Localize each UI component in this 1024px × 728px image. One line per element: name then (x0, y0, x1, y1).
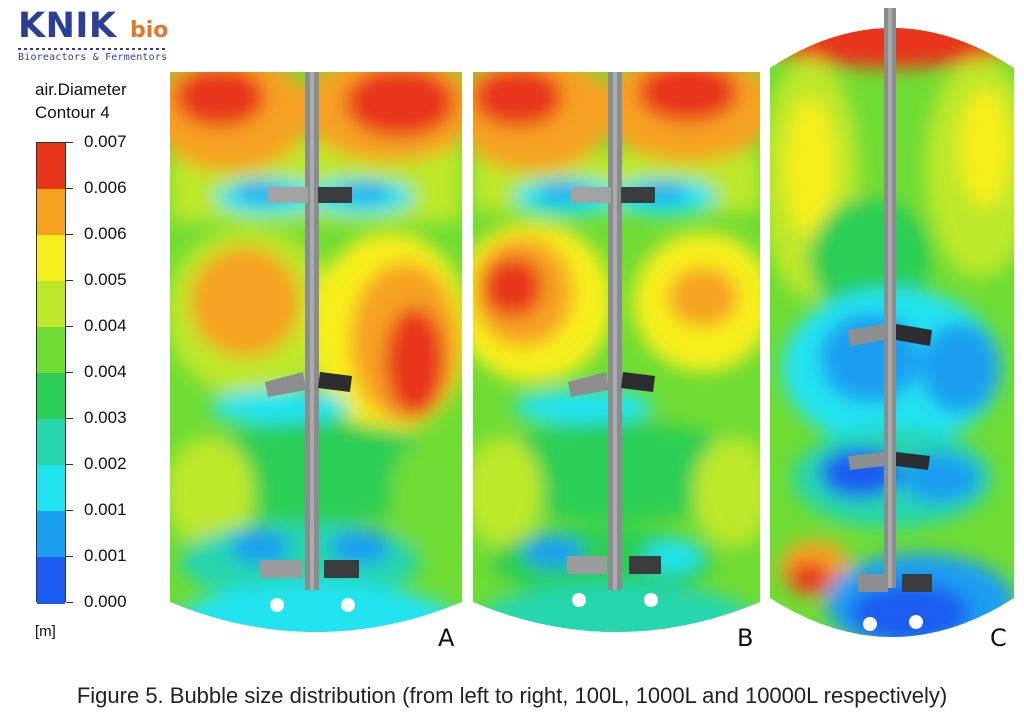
legend-tick-mark (66, 234, 73, 235)
legend-tick-label: 0.007 (84, 132, 127, 151)
legend-tick-label: 0.003 (84, 408, 127, 427)
logo-tagline: Bioreactors & Fermentors (18, 52, 168, 63)
contour-panel-c: C (770, 8, 1014, 658)
legend-tick-mark (66, 602, 73, 603)
legend-band (37, 143, 65, 190)
legend-tick-label: 0.006 (84, 178, 127, 197)
legend-tick-label: 0.005 (84, 270, 127, 289)
legend-band (37, 557, 65, 604)
legend-tick-mark (66, 326, 73, 327)
legend-band (37, 235, 65, 282)
legend-tick-label: 0.000 (84, 592, 127, 611)
contour-plot-c (770, 8, 1014, 637)
legend-tick-label: 0.002 (84, 454, 127, 473)
legend-color-bar (36, 142, 66, 604)
contour-plot-a (170, 72, 462, 632)
panel-label-c: C (990, 624, 1007, 652)
legend-title-line1: air.Diameter (35, 80, 127, 99)
legend-band (37, 419, 65, 466)
legend-tick-mark (66, 418, 73, 419)
legend-tick-label: 0.004 (84, 316, 127, 335)
legend-tick-label: 0.001 (84, 546, 127, 565)
logo-brand: KNIK (18, 6, 117, 46)
legend-tick-mark (66, 188, 73, 189)
legend-tick-mark (66, 280, 73, 281)
legend-tick-mark (66, 556, 73, 557)
legend-tick-mark (66, 142, 73, 143)
contour-panel-a: A (170, 72, 462, 652)
logo-suffix: bio (130, 18, 169, 43)
legend-unit: [m] (35, 623, 56, 640)
logo-dotted-rule (18, 48, 168, 50)
contour-plot-b (473, 72, 760, 632)
legend-band (37, 327, 65, 374)
legend-tick-mark (66, 510, 73, 511)
legend-tick-mark (66, 464, 73, 465)
panel-label-a: A (438, 624, 455, 652)
panel-label-b: B (737, 624, 754, 652)
figure-caption: Figure 5. Bubble size distribution (from… (76, 683, 948, 708)
legend-band (37, 373, 65, 420)
legend-title: air.Diameter Contour 4 (35, 78, 127, 124)
legend-tick-label: 0.004 (84, 362, 127, 381)
legend-band (37, 281, 65, 328)
legend-tick-mark (66, 372, 73, 373)
legend-band (37, 189, 65, 236)
legend-tick-label: 0.006 (84, 224, 127, 243)
knik-bio-logo: KNIK bio Bioreactors & Fermentors (18, 6, 188, 66)
legend-tick-label: 0.001 (84, 500, 127, 519)
legend-title-line2: Contour 4 (35, 103, 110, 122)
legend-band (37, 511, 65, 558)
legend-band (37, 465, 65, 512)
contour-panel-b: B (473, 72, 760, 652)
